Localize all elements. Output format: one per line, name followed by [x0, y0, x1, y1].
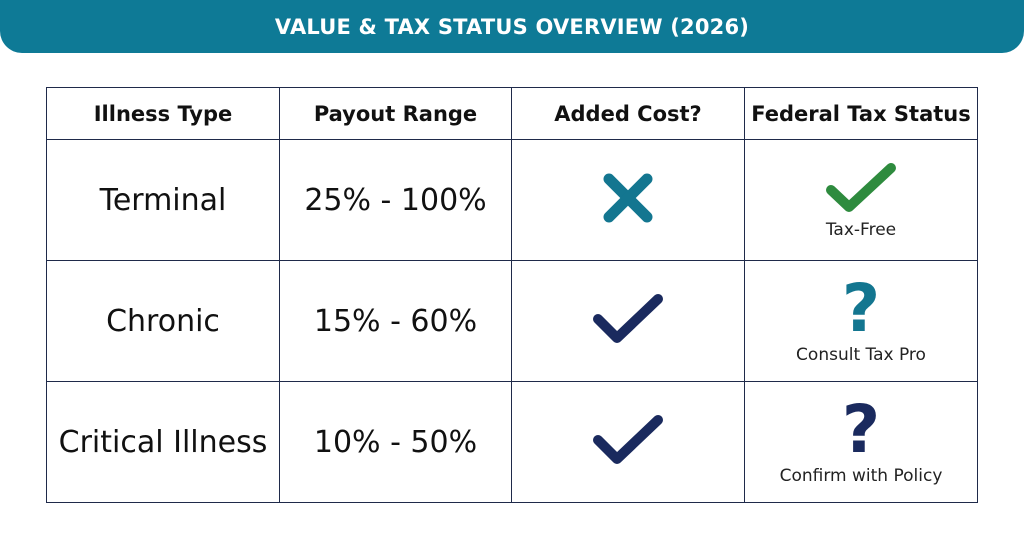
table-row: Critical Illness 10% - 50% ? Confirm wit… [46, 381, 978, 503]
federal-tax-status-cell: ? Consult Tax Pro [744, 260, 978, 382]
question-mark-icon: ? [841, 391, 881, 468]
payout-range-cell: 10% - 50% [279, 381, 512, 503]
header-added-cost: Added Cost? [511, 87, 745, 140]
page-title: VALUE & TAX STATUS OVERVIEW (2026) [274, 14, 750, 39]
table-row: Terminal 25% - 100% [46, 139, 978, 261]
overview-table: Illness Type Payout Range Added Cost? Fe… [46, 87, 978, 503]
illness-type-text: Terminal [99, 182, 227, 218]
illness-type-text: Critical Illness [58, 424, 268, 460]
header-federal-tax-status: Federal Tax Status [744, 87, 978, 140]
tax-status-label: Consult Tax Pro [796, 345, 926, 365]
added-cost-cell [511, 381, 745, 503]
x-mark-icon [600, 170, 656, 226]
tax-status-label: Confirm with Policy [779, 466, 943, 486]
payout-range-text: 25% - 100% [304, 182, 487, 218]
illness-type-cell: Critical Illness [46, 381, 280, 503]
federal-tax-status-cell: ? Confirm with Policy [744, 381, 978, 503]
added-cost-cell [511, 260, 745, 382]
header-payout-range: Payout Range [279, 87, 512, 140]
check-mark-icon [590, 412, 666, 468]
payout-range-text: 15% - 60% [313, 303, 478, 339]
illness-type-cell: Chronic [46, 260, 280, 382]
check-mark-icon [823, 160, 899, 216]
payout-range-text: 10% - 50% [313, 424, 478, 460]
check-mark-icon [590, 291, 666, 347]
tax-status-label: Tax-Free [825, 220, 897, 240]
question-mark-icon: ? [841, 270, 881, 347]
payout-range-cell: 15% - 60% [279, 260, 512, 382]
illness-type-cell: Terminal [46, 139, 280, 261]
illness-type-text: Chronic [106, 303, 220, 339]
table-header-row: Illness Type Payout Range Added Cost? Fe… [46, 87, 978, 140]
title-banner: VALUE & TAX STATUS OVERVIEW (2026) [0, 0, 1024, 53]
table-row: Chronic 15% - 60% ? Consult Tax Pro [46, 260, 978, 382]
added-cost-cell [511, 139, 745, 261]
payout-range-cell: 25% - 100% [279, 139, 512, 261]
header-illness-type: Illness Type [46, 87, 280, 140]
federal-tax-status-cell: Tax-Free [744, 139, 978, 261]
